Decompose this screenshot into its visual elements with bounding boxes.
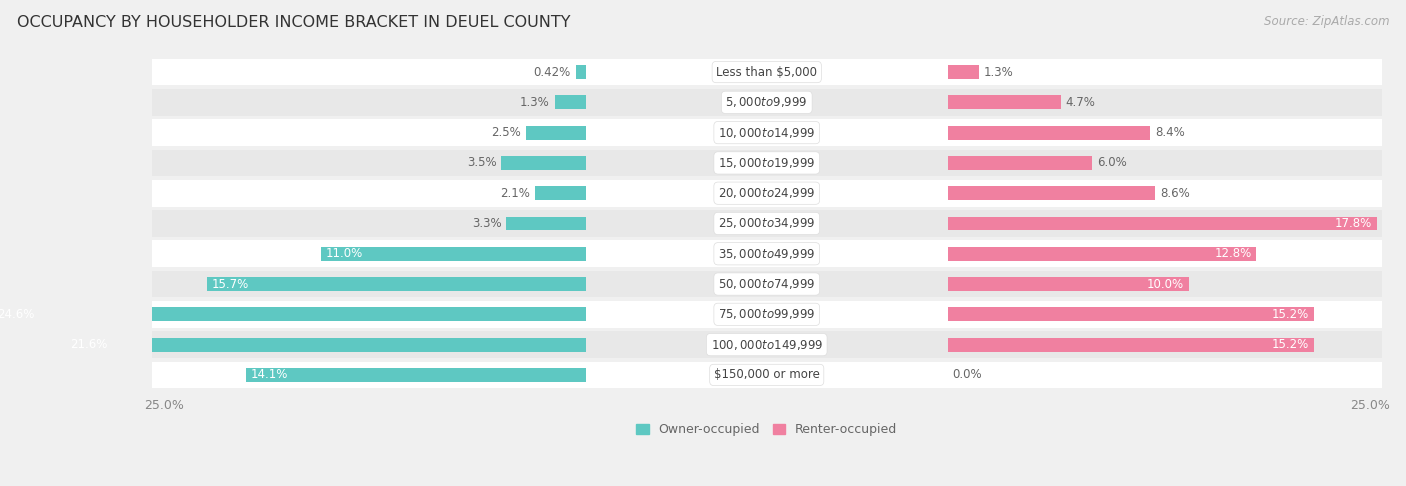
Text: 2.1%: 2.1%	[501, 187, 530, 200]
Text: 24.6%: 24.6%	[0, 308, 35, 321]
Text: 11.0%: 11.0%	[325, 247, 363, 260]
Bar	[948, 307, 1315, 321]
Bar	[502, 156, 586, 170]
Bar	[948, 186, 1156, 200]
FancyBboxPatch shape	[152, 271, 1382, 297]
Text: 0.0%: 0.0%	[952, 368, 981, 382]
Bar	[207, 277, 586, 291]
Text: $35,000 to $49,999: $35,000 to $49,999	[718, 247, 815, 261]
Text: $10,000 to $14,999: $10,000 to $14,999	[718, 125, 815, 139]
Text: $50,000 to $74,999: $50,000 to $74,999	[718, 277, 815, 291]
Bar	[948, 277, 1189, 291]
Bar	[506, 216, 586, 230]
Text: Source: ZipAtlas.com: Source: ZipAtlas.com	[1264, 15, 1389, 28]
Text: 10.0%: 10.0%	[1147, 278, 1184, 291]
Bar	[948, 247, 1257, 260]
Bar	[948, 156, 1092, 170]
Text: 12.8%: 12.8%	[1215, 247, 1251, 260]
Bar	[575, 65, 586, 79]
FancyBboxPatch shape	[152, 301, 1382, 328]
Text: 2.5%: 2.5%	[491, 126, 520, 139]
FancyBboxPatch shape	[152, 210, 1382, 237]
Text: $5,000 to $9,999: $5,000 to $9,999	[725, 95, 808, 109]
Text: 3.5%: 3.5%	[467, 156, 496, 170]
Text: $150,000 or more: $150,000 or more	[714, 368, 820, 382]
FancyBboxPatch shape	[152, 241, 1382, 267]
Text: $20,000 to $24,999: $20,000 to $24,999	[718, 186, 815, 200]
FancyBboxPatch shape	[152, 362, 1382, 388]
Text: 15.2%: 15.2%	[1272, 308, 1309, 321]
Legend: Owner-occupied, Renter-occupied: Owner-occupied, Renter-occupied	[631, 418, 903, 441]
Bar	[948, 126, 1150, 139]
Text: 3.3%: 3.3%	[472, 217, 502, 230]
Bar	[246, 368, 586, 382]
Text: 8.6%: 8.6%	[1160, 187, 1189, 200]
Text: $100,000 to $149,999: $100,000 to $149,999	[710, 338, 823, 351]
Text: 0.42%: 0.42%	[534, 66, 571, 79]
Bar	[321, 247, 586, 260]
Bar	[554, 95, 586, 109]
Text: 1.3%: 1.3%	[984, 66, 1014, 79]
FancyBboxPatch shape	[152, 59, 1382, 86]
Text: 1.3%: 1.3%	[520, 96, 550, 109]
Text: OCCUPANCY BY HOUSEHOLDER INCOME BRACKET IN DEUEL COUNTY: OCCUPANCY BY HOUSEHOLDER INCOME BRACKET …	[17, 15, 571, 30]
FancyBboxPatch shape	[152, 331, 1382, 358]
Bar	[948, 338, 1315, 351]
Text: 4.7%: 4.7%	[1066, 96, 1095, 109]
Text: $25,000 to $34,999: $25,000 to $34,999	[718, 216, 815, 230]
FancyBboxPatch shape	[152, 119, 1382, 146]
Bar	[948, 216, 1376, 230]
FancyBboxPatch shape	[152, 180, 1382, 207]
Bar	[65, 338, 586, 351]
Bar	[526, 126, 586, 139]
Text: Less than $5,000: Less than $5,000	[716, 66, 817, 79]
Text: $75,000 to $99,999: $75,000 to $99,999	[718, 307, 815, 321]
Bar	[948, 95, 1062, 109]
Text: 21.6%: 21.6%	[70, 338, 107, 351]
Text: $15,000 to $19,999: $15,000 to $19,999	[718, 156, 815, 170]
Text: 8.4%: 8.4%	[1156, 126, 1185, 139]
Text: 14.1%: 14.1%	[250, 368, 288, 382]
Text: 6.0%: 6.0%	[1097, 156, 1126, 170]
Text: 15.2%: 15.2%	[1272, 338, 1309, 351]
Bar	[0, 307, 586, 321]
Text: 15.7%: 15.7%	[212, 278, 249, 291]
FancyBboxPatch shape	[152, 89, 1382, 116]
Text: 17.8%: 17.8%	[1334, 217, 1372, 230]
Bar	[536, 186, 586, 200]
Bar	[948, 65, 979, 79]
FancyBboxPatch shape	[152, 150, 1382, 176]
